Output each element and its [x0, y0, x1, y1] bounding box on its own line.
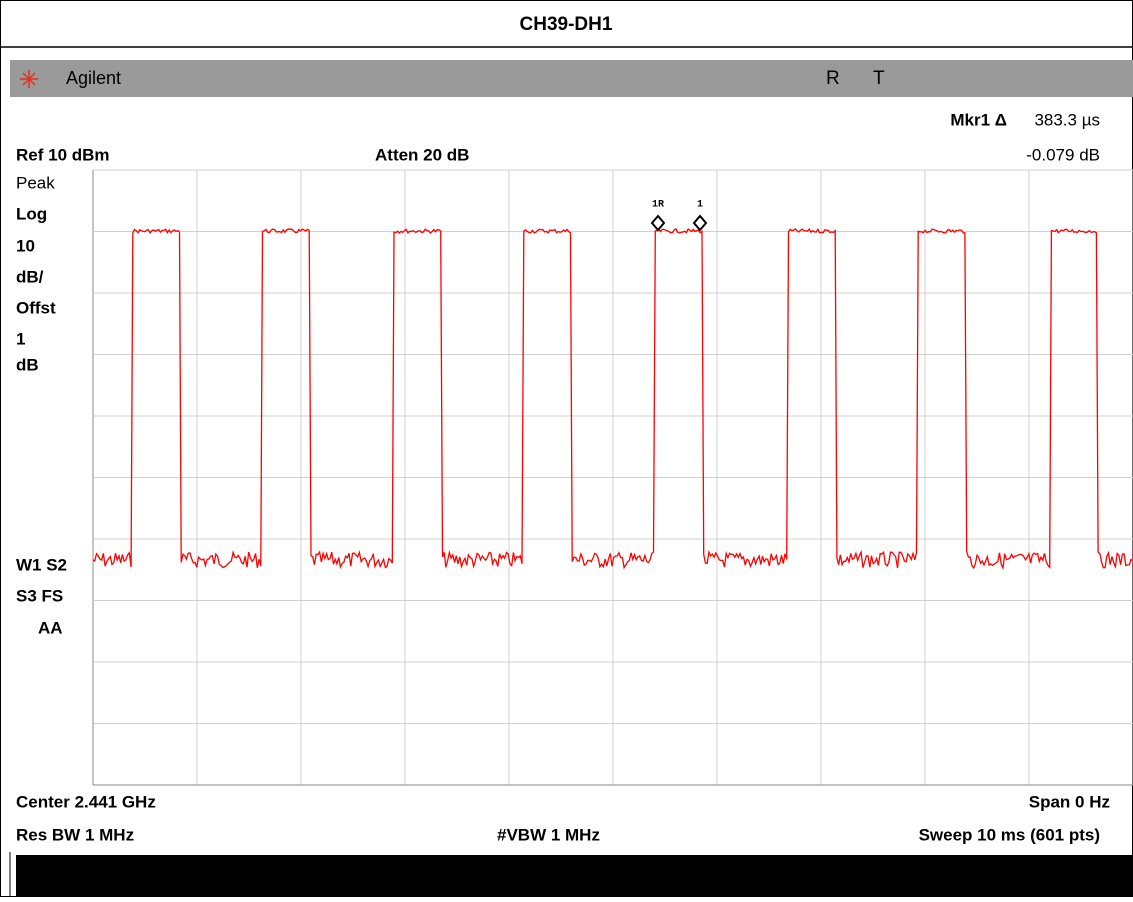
marker-tag: 1R [652, 200, 664, 211]
marker-tag: 1 [697, 200, 703, 211]
vbw: #VBW 1 MHz [497, 825, 600, 844]
left-label: dB [16, 355, 39, 374]
graticule [92, 169, 1133, 786]
title: CH39-DH1 [520, 14, 613, 35]
left-label: dB/ [16, 267, 44, 286]
left-label: 1 [16, 329, 25, 348]
res-bw: Res BW 1 MHz [16, 825, 134, 844]
center-freq: Center 2.441 GHz [16, 792, 156, 811]
left-label: Peak [16, 173, 55, 192]
marker-label: Mkr1 Δ [950, 110, 1007, 129]
agilent-logo [20, 70, 38, 88]
sweep: Sweep 10 ms (601 pts) [919, 825, 1100, 844]
ref-level: Ref 10 dBm [16, 145, 110, 164]
brand: Agilent [66, 68, 121, 88]
span: Span 0 Hz [1029, 792, 1110, 811]
markers [650, 214, 708, 232]
left-label: W1 S2 [16, 555, 67, 574]
attenuation: Atten 20 dB [375, 145, 469, 164]
left-label: 10 [16, 236, 35, 255]
top-bar [10, 60, 1133, 97]
left-labels: Peak Log 10 dB/Offst 1 dB W1 S2 S3 FS AA [16, 173, 67, 637]
marker-level: -0.079 dB [1026, 145, 1100, 164]
trace [92, 227, 1133, 571]
left-label: Offst [16, 298, 56, 317]
marker-time: 383.3 µs [1034, 110, 1100, 129]
status: R [826, 68, 840, 89]
left-label: AA [38, 618, 63, 637]
status-bar [16, 855, 1133, 897]
left-label: Log [16, 204, 47, 223]
left-label: S3 FS [16, 586, 63, 605]
status: T [873, 68, 885, 89]
